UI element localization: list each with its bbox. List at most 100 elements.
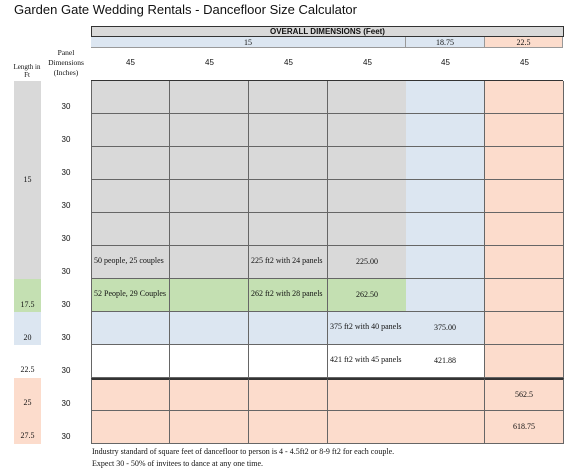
cell: 375.00 bbox=[406, 312, 485, 345]
cell bbox=[485, 147, 564, 180]
length-block bbox=[14, 378, 41, 411]
cell bbox=[170, 345, 249, 378]
cell bbox=[249, 114, 328, 147]
cell bbox=[170, 114, 249, 147]
cell bbox=[91, 345, 170, 378]
length-block bbox=[14, 345, 41, 378]
width-label: 22.5 bbox=[485, 37, 563, 48]
cell bbox=[328, 378, 407, 411]
length-label: 15 bbox=[23, 175, 32, 184]
cell: 421 ft2 with 45 panels bbox=[328, 345, 407, 378]
panel-size: 30 bbox=[61, 300, 71, 309]
cell bbox=[328, 147, 407, 180]
cell bbox=[485, 279, 564, 312]
panel-size: 30 bbox=[61, 366, 71, 375]
width-label: 18.75 bbox=[406, 37, 485, 48]
cell bbox=[485, 345, 564, 378]
cell bbox=[328, 180, 407, 213]
panel-width: 45 bbox=[126, 58, 135, 67]
title: Garden Gate Wedding Rentals - Dancefloor… bbox=[14, 2, 357, 17]
cell: 50 people, 25 couples bbox=[91, 246, 170, 279]
footnote: Industry standard of square feet of danc… bbox=[92, 447, 395, 456]
cell bbox=[328, 411, 407, 444]
panel-size: 30 bbox=[61, 135, 71, 144]
cell bbox=[91, 147, 170, 180]
length-block bbox=[14, 312, 41, 345]
cell bbox=[170, 180, 249, 213]
length-block bbox=[14, 246, 41, 279]
panel-width: 45 bbox=[363, 58, 372, 67]
length-block bbox=[14, 279, 41, 312]
cell bbox=[406, 81, 485, 114]
cell: 262.50 bbox=[328, 279, 407, 312]
footnote: Expect 30 - 50% of invitees to dance at … bbox=[92, 459, 264, 468]
cell bbox=[249, 213, 328, 246]
cell bbox=[170, 312, 249, 345]
length-block bbox=[14, 213, 41, 246]
length-header: Length in Ft bbox=[13, 63, 41, 79]
length-label: 27.5 bbox=[20, 430, 35, 440]
panel-size: 30 bbox=[61, 201, 71, 210]
cell: 562.5 bbox=[485, 378, 564, 411]
cell bbox=[91, 378, 170, 411]
cell bbox=[91, 180, 170, 213]
cell bbox=[406, 378, 485, 411]
cell bbox=[249, 345, 328, 378]
cell bbox=[91, 213, 170, 246]
length-label: 22.5 bbox=[20, 364, 35, 374]
cell bbox=[485, 246, 564, 279]
length-block bbox=[14, 114, 41, 147]
cell bbox=[485, 180, 564, 213]
panel-size: 30 bbox=[61, 333, 71, 342]
cell bbox=[249, 81, 328, 114]
cell bbox=[406, 147, 485, 180]
cell: 52 People, 29 Couples bbox=[91, 279, 170, 312]
cell bbox=[406, 114, 485, 147]
cell bbox=[485, 312, 564, 345]
panel-size: 30 bbox=[61, 399, 71, 408]
cell bbox=[406, 411, 485, 444]
cell bbox=[249, 147, 328, 180]
panel-width: 45 bbox=[520, 58, 529, 67]
cell bbox=[249, 312, 328, 345]
cell bbox=[328, 81, 407, 114]
length-block bbox=[14, 411, 41, 444]
cell: 375 ft2 with 40 panels bbox=[328, 312, 407, 345]
panel-width: 45 bbox=[441, 58, 450, 67]
cell bbox=[91, 411, 170, 444]
cell bbox=[91, 114, 170, 147]
cell bbox=[249, 411, 328, 444]
panel-header: Panel Dimensions (Inches) bbox=[48, 48, 84, 77]
header: OVERALL DIMENSIONS (Feet) bbox=[91, 26, 564, 37]
cell bbox=[485, 81, 564, 114]
cell: 618.75 bbox=[485, 411, 564, 444]
length-label: 20 bbox=[23, 333, 32, 343]
cell bbox=[406, 246, 485, 279]
length-label: 17.5 bbox=[20, 300, 35, 310]
panel-size: 30 bbox=[61, 432, 71, 441]
cell: 262 ft2 with 28 panels bbox=[249, 279, 328, 312]
cell bbox=[170, 279, 249, 312]
cell bbox=[91, 312, 170, 345]
cell bbox=[406, 213, 485, 246]
panel-size: 30 bbox=[61, 267, 71, 276]
cell: 421.88 bbox=[406, 345, 485, 378]
cell bbox=[406, 279, 485, 312]
cell bbox=[485, 114, 564, 147]
cell bbox=[328, 114, 407, 147]
panel-size: 30 bbox=[61, 234, 71, 243]
panel-size: 30 bbox=[61, 168, 71, 177]
cell bbox=[170, 411, 249, 444]
cell bbox=[249, 180, 328, 213]
cell bbox=[328, 213, 407, 246]
length-block bbox=[14, 81, 41, 114]
cell bbox=[406, 180, 485, 213]
cell bbox=[485, 213, 564, 246]
cell bbox=[170, 81, 249, 114]
cell bbox=[170, 378, 249, 411]
panel-size: 30 bbox=[61, 102, 71, 111]
panel-width: 45 bbox=[205, 58, 214, 67]
length-block bbox=[14, 180, 41, 213]
table-top bbox=[91, 80, 563, 81]
cell: 225 ft2 with 24 panels bbox=[249, 246, 328, 279]
